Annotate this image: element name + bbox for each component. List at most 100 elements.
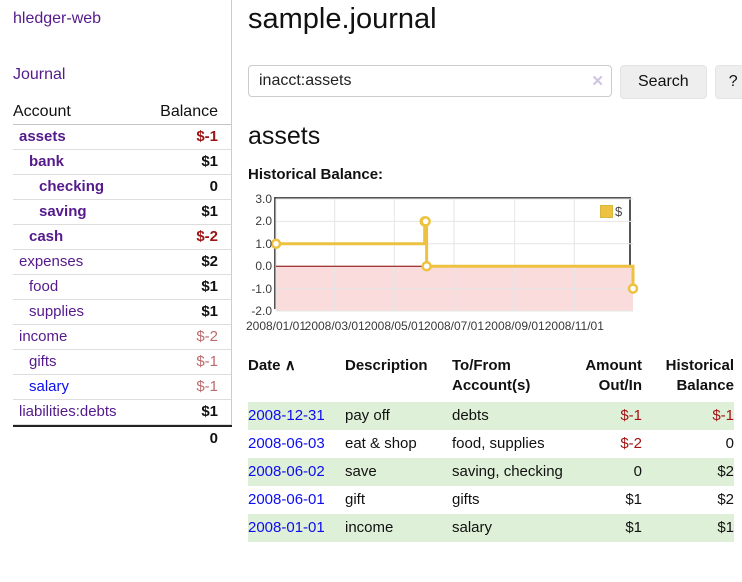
transaction-date-link[interactable]: 2008-12-31	[248, 407, 325, 424]
transaction-balance: 0	[725, 435, 734, 452]
sidebar: hledger-web Journal Account Balance asse…	[0, 0, 232, 582]
transaction-description: pay off	[345, 402, 452, 430]
account-link-cash[interactable]: cash	[29, 228, 64, 245]
account-link-supplies[interactable]: supplies	[29, 303, 85, 320]
transaction-balance: $2	[642, 458, 734, 486]
help-button[interactable]: ?	[714, 65, 742, 99]
account-link-expenses[interactable]: expenses	[19, 253, 84, 270]
account-link-bank[interactable]: bank	[29, 153, 65, 170]
account-balance: $-2	[196, 328, 218, 345]
transaction-description: gift	[345, 491, 366, 508]
accounts-total-row: 0	[13, 425, 232, 451]
account-link-gifts[interactable]: gifts	[29, 353, 57, 370]
account-row: food $1	[13, 275, 232, 300]
register-table: Date ∧ Description To/From Account(s) Am…	[248, 354, 734, 542]
account-row: supplies $1	[13, 300, 232, 325]
sort-ascending-icon: ∧	[284, 357, 296, 374]
y-axis-tick-label: 2.0	[255, 214, 272, 229]
y-axis-tick-label: -2.0	[251, 304, 272, 318]
search-button[interactable]: Search	[620, 65, 707, 99]
chart-series-svg	[270, 198, 639, 312]
app-brand-link[interactable]: hledger-web	[13, 10, 102, 27]
y-axis-tick-label: 0.0	[255, 259, 272, 274]
account-row: cash $-2	[13, 225, 232, 250]
transaction-balance: $2	[717, 491, 734, 508]
y-axis-tick-label: 3.0	[255, 192, 272, 206]
historical-balance-chart: $ 3.0 2.0 1.0 0.0 -1.0 -2.0 2008/01/01 2008/03/…	[246, 192, 742, 333]
register-row: 2008-06-03 eat & shop food, supplies $-2…	[248, 430, 734, 458]
main-content: sample.journal ✕ Search ? assets Histori…	[246, 0, 742, 542]
account-row: gifts $-1	[13, 350, 232, 375]
x-axis-tick-label: 2008/07/01	[423, 319, 485, 333]
account-balance: $1	[201, 203, 218, 220]
account-link-checking[interactable]: checking	[39, 178, 105, 195]
transaction-amount: 0	[564, 458, 642, 486]
account-row: bank $1	[13, 150, 232, 175]
transaction-date-link[interactable]: 2008-01-01	[248, 519, 325, 536]
nav-journal-link[interactable]: Journal	[13, 66, 66, 83]
y-axis-tick-label: -1.0	[251, 281, 272, 296]
transaction-amount: $-2	[620, 435, 642, 452]
x-axis-tick-label: 2008/05/01	[364, 319, 425, 333]
account-link-saving[interactable]: saving	[39, 203, 87, 220]
y-axis-tick-label: 1.0	[255, 236, 272, 251]
col-header-date-label: Date	[248, 357, 281, 374]
x-axis-tick-label: 2008/01/01	[245, 319, 307, 333]
chart-legend: $	[600, 204, 622, 219]
chart-title: Historical Balance:	[248, 166, 384, 183]
x-axis-tick-label: 2008/09/01	[484, 319, 545, 333]
account-link-food[interactable]: food	[29, 278, 59, 295]
transaction-accounts: gifts	[452, 491, 480, 508]
x-axis-tick-label: 2008/03/01	[304, 319, 365, 333]
account-link-income[interactable]: income	[19, 328, 68, 345]
account-row: salary $-1	[13, 375, 232, 400]
register-row: 2008-06-01 gift gifts $1 $2	[248, 486, 734, 514]
register-header-row: Date ∧ Description To/From Account(s) Am…	[248, 354, 734, 402]
transaction-accounts: debts	[452, 402, 564, 430]
account-row: saving $1	[13, 200, 232, 225]
clear-search-icon[interactable]: ✕	[591, 73, 604, 90]
transaction-amount: $-1	[564, 402, 642, 430]
accounts-header-balance: Balance	[160, 103, 218, 120]
col-header-amount: Amount Out/In	[585, 357, 642, 394]
account-row: assets $-1	[13, 125, 232, 150]
accounts-panel: Account Balance assets $-1 bank $1 check…	[0, 100, 232, 451]
legend-swatch-icon	[600, 205, 613, 218]
transaction-balance: $-1	[642, 402, 734, 430]
account-balance: $1	[201, 303, 218, 320]
account-link-liabilities-debts[interactable]: liabilities:debts	[19, 403, 117, 420]
register-row: 2008-01-01 income salary $1 $1	[248, 514, 734, 542]
transaction-date-link[interactable]: 2008-06-02	[248, 463, 325, 480]
account-balance: 0	[209, 178, 218, 195]
accounts-header-account: Account	[13, 103, 71, 120]
account-balance: $2	[201, 253, 218, 270]
accounts-total-value: 0	[209, 430, 218, 447]
account-balance: $1	[201, 278, 218, 295]
search-input[interactable]	[248, 65, 612, 97]
transaction-accounts: salary	[452, 514, 564, 542]
transaction-date-link[interactable]: 2008-06-01	[248, 491, 325, 508]
search-form: ✕ Search ?	[248, 65, 742, 99]
col-header-description: Description	[345, 357, 428, 374]
x-axis-tick-label: 2008/11/01	[544, 319, 604, 333]
transaction-date-link[interactable]: 2008-06-03	[248, 435, 325, 452]
search-input-wrap: ✕	[248, 65, 612, 99]
account-row: checking 0	[13, 175, 232, 200]
account-row: income $-2	[13, 325, 232, 350]
register-row: 2008-12-31 pay off debts $-1 $-1	[248, 402, 734, 430]
legend-label: $	[615, 204, 623, 219]
col-header-date[interactable]: Date ∧	[248, 354, 345, 402]
account-balance: $1	[201, 153, 218, 170]
transaction-accounts: saving, checking	[452, 458, 564, 486]
register-row: 2008-06-02 save saving, checking 0 $2	[248, 458, 734, 486]
account-heading: assets	[248, 122, 321, 150]
account-link-assets[interactable]: assets	[19, 128, 66, 145]
account-row: expenses $2	[13, 250, 232, 275]
transaction-amount: $1	[564, 514, 642, 542]
transaction-accounts: food, supplies	[452, 435, 545, 452]
account-balance: $-2	[196, 228, 218, 245]
transaction-description: save	[345, 458, 452, 486]
accounts-header-row: Account Balance	[13, 100, 232, 125]
account-link-salary[interactable]: salary	[29, 378, 70, 395]
transaction-description: income	[345, 514, 452, 542]
